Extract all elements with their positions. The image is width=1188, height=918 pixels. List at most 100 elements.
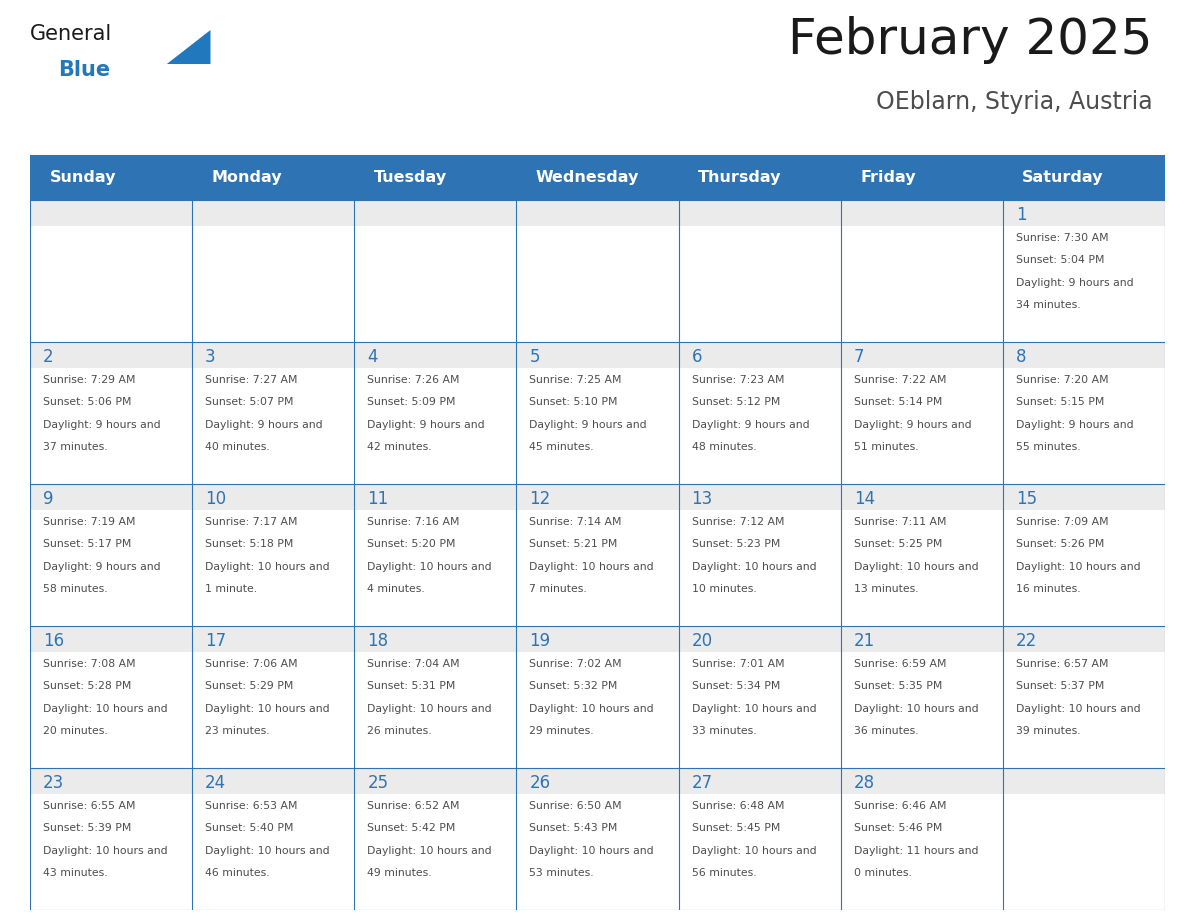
Text: 10: 10: [206, 489, 226, 508]
Text: 21: 21: [854, 632, 874, 650]
Text: Sunday: Sunday: [50, 170, 116, 185]
Bar: [354, 484, 517, 626]
Text: 34 minutes.: 34 minutes.: [1016, 300, 1080, 310]
Text: Sunset: 5:09 PM: Sunset: 5:09 PM: [367, 397, 456, 407]
Text: 20: 20: [691, 632, 713, 650]
Text: Daylight: 9 hours and: Daylight: 9 hours and: [43, 562, 160, 572]
Bar: [192, 226, 354, 342]
Bar: [841, 768, 1003, 793]
Text: Daylight: 9 hours and: Daylight: 9 hours and: [691, 420, 809, 430]
Bar: [192, 626, 354, 652]
Bar: [678, 484, 841, 509]
Text: Sunrise: 7:30 AM: Sunrise: 7:30 AM: [1016, 232, 1108, 242]
Text: 24: 24: [206, 774, 226, 791]
Bar: [30, 367, 192, 484]
Bar: [1003, 793, 1165, 910]
Text: Sunrise: 7:12 AM: Sunrise: 7:12 AM: [691, 517, 784, 527]
Text: Sunset: 5:46 PM: Sunset: 5:46 PM: [854, 823, 942, 834]
Text: Sunrise: 6:53 AM: Sunrise: 6:53 AM: [206, 800, 298, 811]
Text: 43 minutes.: 43 minutes.: [43, 868, 108, 878]
Text: 1: 1: [1016, 206, 1026, 224]
Bar: [192, 768, 354, 910]
Text: Blue: Blue: [58, 60, 110, 80]
Text: 0 minutes.: 0 minutes.: [854, 868, 911, 878]
Text: Sunrise: 7:22 AM: Sunrise: 7:22 AM: [854, 375, 946, 385]
Bar: [354, 509, 517, 626]
Bar: [354, 226, 517, 342]
Text: Sunset: 5:06 PM: Sunset: 5:06 PM: [43, 397, 132, 407]
Bar: [1003, 200, 1165, 226]
Text: 4 minutes.: 4 minutes.: [367, 584, 425, 594]
Text: Sunrise: 7:04 AM: Sunrise: 7:04 AM: [367, 658, 460, 668]
Text: Sunset: 5:10 PM: Sunset: 5:10 PM: [530, 397, 618, 407]
Bar: [517, 226, 678, 342]
Bar: [678, 200, 841, 226]
Text: 16: 16: [43, 632, 64, 650]
Bar: [1003, 200, 1165, 342]
Bar: [192, 626, 354, 768]
Text: Sunset: 5:31 PM: Sunset: 5:31 PM: [367, 681, 456, 691]
Polygon shape: [166, 30, 210, 64]
Text: 46 minutes.: 46 minutes.: [206, 868, 270, 878]
Bar: [678, 652, 841, 768]
Bar: [678, 626, 841, 652]
Text: Daylight: 10 hours and: Daylight: 10 hours and: [367, 703, 492, 713]
Bar: [1003, 652, 1165, 768]
Text: Sunrise: 6:57 AM: Sunrise: 6:57 AM: [1016, 658, 1108, 668]
Bar: [30, 484, 192, 509]
Text: 6: 6: [691, 348, 702, 365]
Bar: [192, 200, 354, 342]
Text: 20 minutes.: 20 minutes.: [43, 726, 108, 736]
Text: Tuesday: Tuesday: [374, 170, 447, 185]
Bar: [354, 626, 517, 768]
Bar: [30, 768, 192, 910]
Bar: [517, 793, 678, 910]
Text: Sunrise: 7:06 AM: Sunrise: 7:06 AM: [206, 658, 298, 668]
Bar: [841, 484, 1003, 509]
Text: 16 minutes.: 16 minutes.: [1016, 584, 1080, 594]
Text: Sunset: 5:45 PM: Sunset: 5:45 PM: [691, 823, 779, 834]
Text: 23 minutes.: 23 minutes.: [206, 726, 270, 736]
Text: Sunset: 5:43 PM: Sunset: 5:43 PM: [530, 823, 618, 834]
Bar: [678, 793, 841, 910]
Text: Daylight: 10 hours and: Daylight: 10 hours and: [206, 562, 330, 572]
Text: Wednesday: Wednesday: [536, 170, 639, 185]
Bar: [1003, 768, 1165, 793]
Text: 11: 11: [367, 489, 388, 508]
Text: Sunset: 5:21 PM: Sunset: 5:21 PM: [530, 539, 618, 549]
Text: Sunset: 5:18 PM: Sunset: 5:18 PM: [206, 539, 293, 549]
Text: 7: 7: [854, 348, 864, 365]
Text: Sunrise: 7:11 AM: Sunrise: 7:11 AM: [854, 517, 946, 527]
Bar: [678, 200, 841, 342]
Bar: [1003, 484, 1165, 626]
Bar: [1003, 342, 1165, 484]
Text: Sunrise: 6:50 AM: Sunrise: 6:50 AM: [530, 800, 623, 811]
Text: Friday: Friday: [860, 170, 916, 185]
Bar: [517, 200, 678, 342]
Bar: [1003, 484, 1165, 509]
Text: 28: 28: [854, 774, 874, 791]
Text: 2: 2: [43, 348, 53, 365]
Bar: [517, 652, 678, 768]
Bar: [678, 342, 841, 484]
Text: 29 minutes.: 29 minutes.: [530, 726, 594, 736]
Text: 49 minutes.: 49 minutes.: [367, 868, 432, 878]
Bar: [841, 484, 1003, 626]
Bar: [354, 367, 517, 484]
Text: 25: 25: [367, 774, 388, 791]
Bar: [841, 342, 1003, 484]
Text: Sunset: 5:39 PM: Sunset: 5:39 PM: [43, 823, 132, 834]
Bar: [354, 200, 517, 342]
Text: General: General: [30, 24, 112, 44]
Bar: [30, 626, 192, 652]
Text: Sunrise: 6:55 AM: Sunrise: 6:55 AM: [43, 800, 135, 811]
Bar: [354, 626, 517, 652]
Text: Daylight: 9 hours and: Daylight: 9 hours and: [206, 420, 323, 430]
Text: 26 minutes.: 26 minutes.: [367, 726, 432, 736]
Text: 56 minutes.: 56 minutes.: [691, 868, 757, 878]
Text: Sunset: 5:23 PM: Sunset: 5:23 PM: [691, 539, 779, 549]
Text: Sunrise: 7:16 AM: Sunrise: 7:16 AM: [367, 517, 460, 527]
Text: Sunset: 5:37 PM: Sunset: 5:37 PM: [1016, 681, 1104, 691]
Text: Daylight: 10 hours and: Daylight: 10 hours and: [367, 845, 492, 856]
Text: Sunrise: 7:08 AM: Sunrise: 7:08 AM: [43, 658, 135, 668]
